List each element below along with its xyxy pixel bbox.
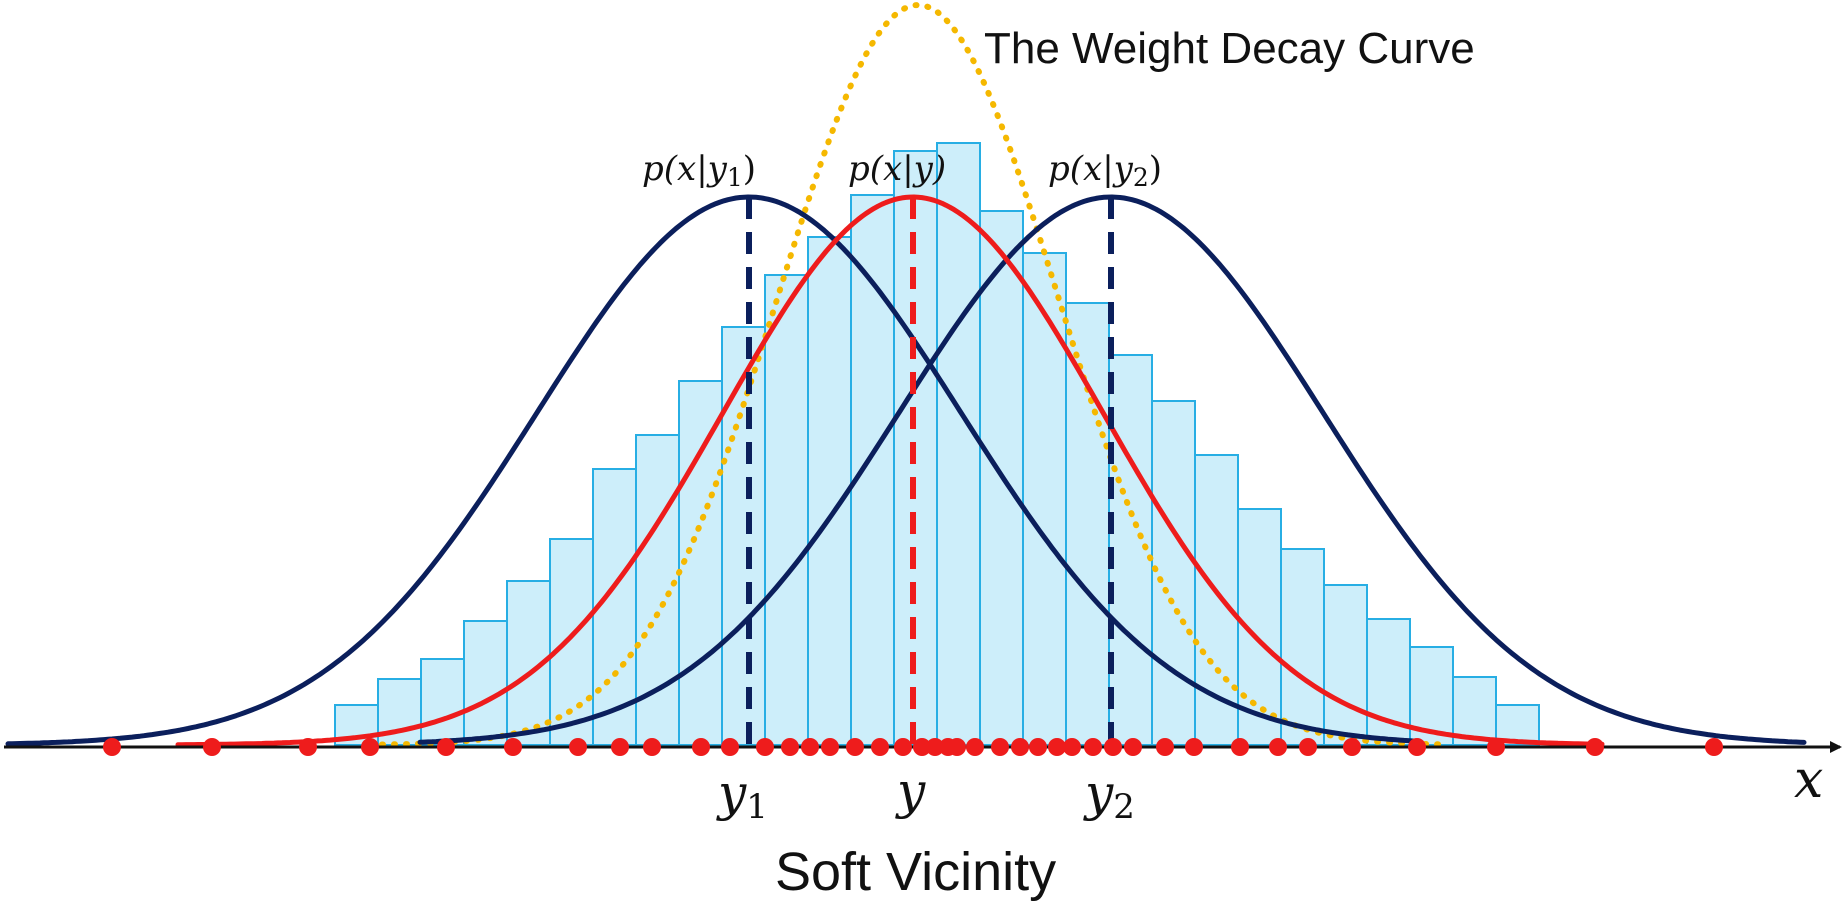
sample-dot <box>1124 738 1142 756</box>
histogram-bar <box>764 274 809 746</box>
histogram-bar <box>463 620 508 746</box>
sample-dot <box>1487 738 1505 756</box>
histogram-bar <box>1151 400 1196 746</box>
curve-p-x-given-y1 <box>5 194 1419 747</box>
label-p-x-given-y1: p(x|y1) <box>642 149 756 192</box>
mode-lines <box>746 197 1114 745</box>
sample-dot <box>504 738 522 756</box>
sample-dot <box>1048 738 1066 756</box>
sample-dot <box>966 738 984 756</box>
marker-y1: y1 <box>716 764 768 827</box>
sample-dot <box>721 738 739 756</box>
label-p-x-given-y: p(x|y) <box>848 149 946 189</box>
sample-dot <box>1705 738 1723 756</box>
sample-dot <box>894 738 912 756</box>
sample-dot <box>1269 738 1287 756</box>
sample-dot <box>569 738 587 756</box>
sample-dot <box>1156 738 1174 756</box>
sample-dot <box>1029 738 1047 756</box>
sample-dot <box>1343 738 1361 756</box>
sample-dot <box>1586 738 1604 756</box>
sample-dot <box>926 738 944 756</box>
histogram-bar <box>1495 704 1540 746</box>
histogram-bar <box>549 538 594 746</box>
label-p-x-given-y2: p(x|y2) <box>1048 149 1162 192</box>
weight-decay-curve-title: The Weight Decay Curve <box>984 24 1475 73</box>
sample-dot <box>1084 738 1102 756</box>
sample-dot <box>781 738 799 756</box>
sample-dot <box>1185 738 1203 756</box>
sample-dot <box>103 738 121 756</box>
sample-dot <box>1063 738 1081 756</box>
sample-dot <box>871 738 889 756</box>
sample-dot <box>692 738 710 756</box>
sample-dot <box>801 738 819 756</box>
sample-dot <box>756 738 774 756</box>
histogram-bar <box>936 142 981 746</box>
sample-dot <box>361 738 379 756</box>
sample-dot <box>1011 738 1029 756</box>
histogram-bar <box>1452 676 1497 746</box>
soft-vicinity-caption: Soft Vicinity <box>775 842 1056 902</box>
sample-dot <box>203 738 221 756</box>
histogram-bar <box>1065 302 1110 746</box>
marker-y2: y2 <box>1083 764 1135 827</box>
histogram-bar <box>1323 584 1368 746</box>
sample-dot <box>643 738 661 756</box>
histogram-bar <box>1280 548 1325 746</box>
sample-dot <box>821 738 839 756</box>
histogram-bar <box>635 434 680 746</box>
histogram-bar <box>807 236 852 746</box>
sample-dot <box>299 738 317 756</box>
sample-dot <box>846 738 864 756</box>
sample-dot <box>611 738 629 756</box>
sample-dot <box>1104 738 1122 756</box>
sample-dot <box>1231 738 1249 756</box>
sample-dot <box>913 738 931 756</box>
sample-dot <box>437 738 455 756</box>
sample-dot <box>948 738 966 756</box>
sample-dot <box>1408 738 1426 756</box>
weight-decay-curve <box>367 2 1449 748</box>
sample-dots <box>103 738 1723 756</box>
histogram-bar <box>420 658 465 746</box>
sample-dot <box>991 738 1009 756</box>
histogram <box>334 142 1540 746</box>
histogram-bar <box>1022 252 1067 746</box>
histogram-bar <box>850 194 895 746</box>
marker-y: y <box>895 762 926 820</box>
x-axis-label: x <box>1794 750 1823 810</box>
sample-dot <box>1299 738 1317 756</box>
curve-p-x-given-y <box>175 194 1605 748</box>
histogram-bar <box>721 326 766 746</box>
